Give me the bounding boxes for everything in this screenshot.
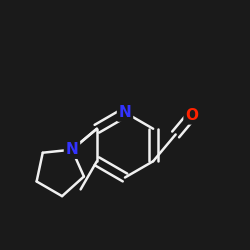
Text: N: N (66, 142, 78, 157)
Text: N: N (119, 105, 132, 120)
Text: O: O (185, 108, 198, 123)
